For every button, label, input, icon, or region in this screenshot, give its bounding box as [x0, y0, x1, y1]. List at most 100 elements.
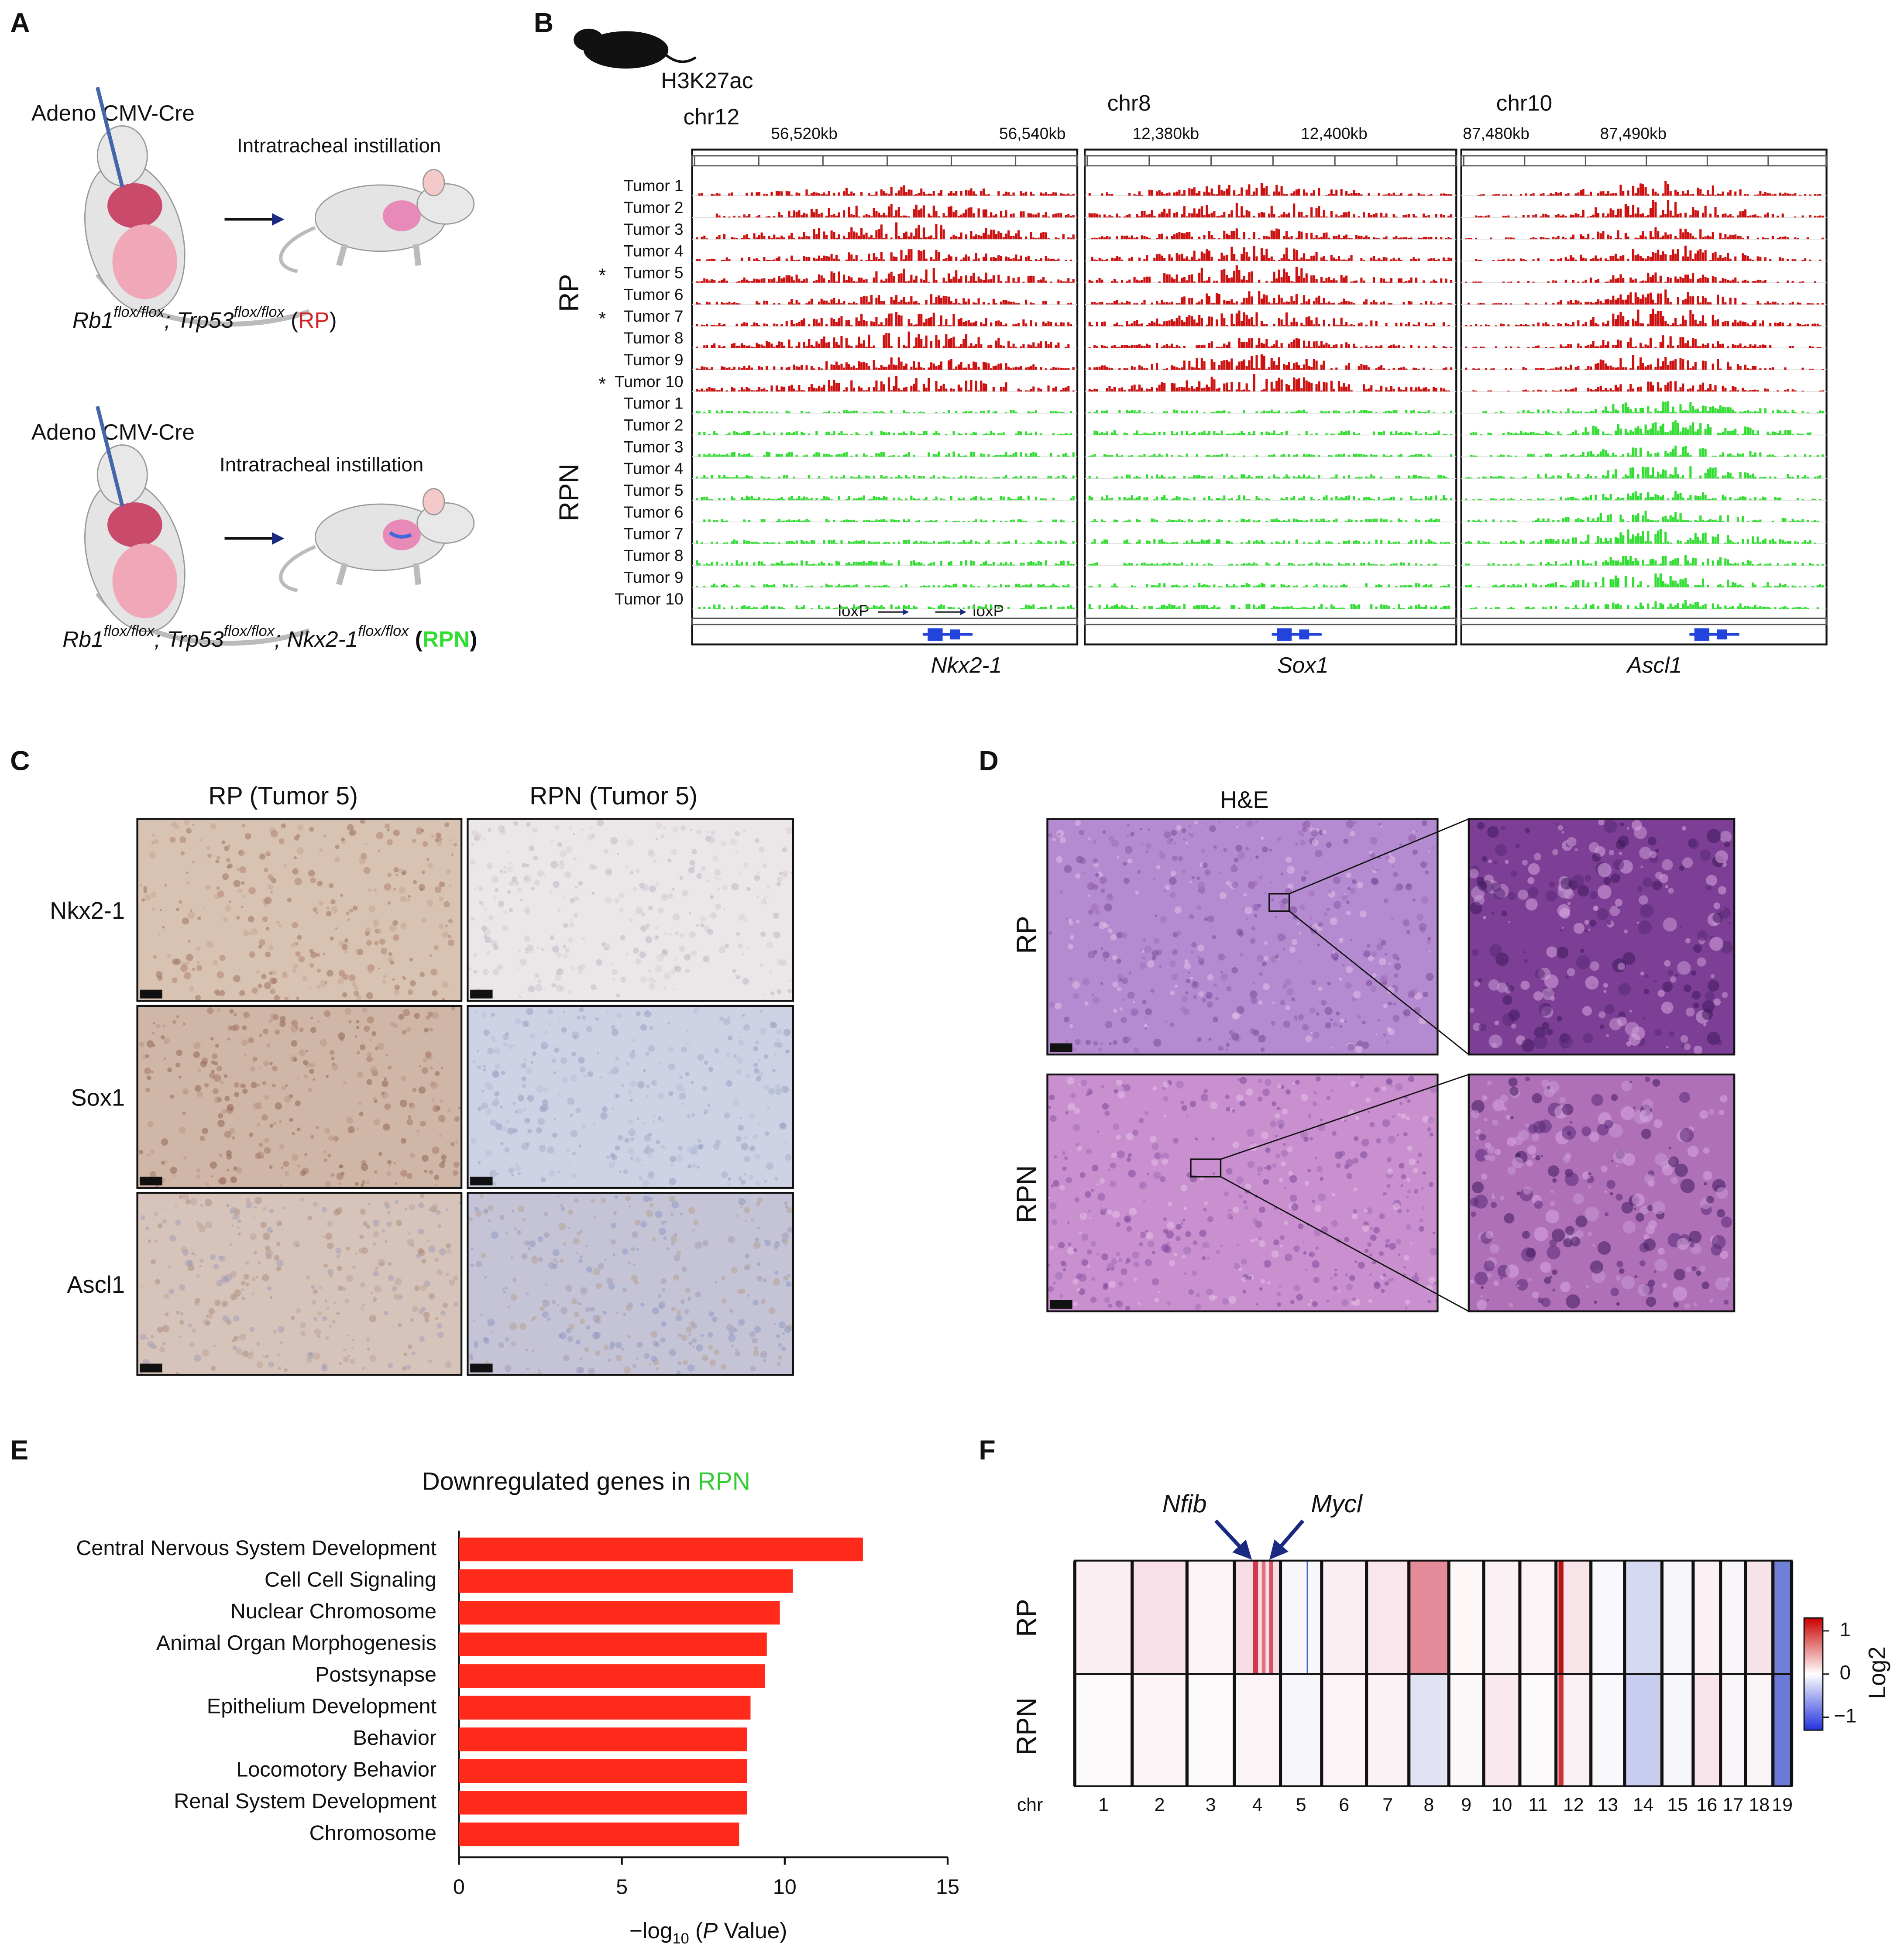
- locus-frame: [1084, 148, 1457, 645]
- cell: [556, 952, 562, 958]
- heatmap-cell: [1693, 1674, 1721, 1786]
- cell: [647, 1153, 653, 1158]
- cell: [203, 908, 205, 910]
- cell: [640, 1024, 647, 1031]
- cell: [1471, 1100, 1485, 1113]
- cell: [1563, 1155, 1570, 1163]
- cell: [1657, 1247, 1665, 1255]
- cell: [468, 1353, 473, 1358]
- cell: [1362, 1041, 1369, 1049]
- cell: [730, 838, 737, 845]
- cell: [199, 1265, 202, 1267]
- cell: [566, 846, 573, 853]
- cell: [279, 1020, 286, 1027]
- cell: [1661, 1001, 1674, 1014]
- zoom-box: [1268, 893, 1290, 912]
- row-label: Nkx2-1: [50, 898, 125, 924]
- cell: [1226, 1043, 1230, 1047]
- cell: [229, 1128, 235, 1134]
- cell: [756, 1202, 760, 1206]
- cell: [1371, 951, 1377, 958]
- cell: [361, 1307, 364, 1310]
- cell: [560, 986, 565, 991]
- cell: [735, 1214, 738, 1217]
- cell: [264, 1095, 269, 1100]
- cell: [643, 1148, 649, 1154]
- cell: [1637, 1284, 1650, 1297]
- cell: [374, 1099, 378, 1103]
- cell: [515, 1018, 522, 1025]
- cell: [1302, 1024, 1309, 1031]
- cell: [1668, 1156, 1679, 1167]
- cell: [388, 952, 392, 956]
- cell: [1199, 960, 1204, 966]
- cell: [493, 896, 497, 900]
- cell: [1415, 830, 1418, 832]
- cell: [691, 1081, 694, 1084]
- cell: [1096, 1130, 1100, 1133]
- cell: [393, 888, 396, 891]
- cell: [1056, 856, 1063, 863]
- cell: [619, 892, 625, 898]
- cell: [1100, 982, 1103, 985]
- cell: [640, 976, 647, 983]
- cell: [755, 1237, 760, 1242]
- cell: [739, 872, 742, 875]
- signal-track: [1088, 338, 1453, 348]
- cell: [316, 953, 320, 957]
- cell: [1189, 914, 1194, 920]
- cell: [742, 978, 749, 985]
- cell: [1625, 1022, 1639, 1036]
- cell: [1147, 1172, 1150, 1175]
- cell: [1174, 984, 1178, 988]
- y-tick-label: Animal Organ Morphogenesis: [156, 1631, 436, 1655]
- cell: [1324, 1007, 1333, 1015]
- gene-exon: [1277, 628, 1292, 641]
- cell: [1185, 1231, 1192, 1237]
- cell: [139, 883, 143, 887]
- cell: [1697, 957, 1706, 967]
- cell: [366, 940, 372, 946]
- cell: [369, 1354, 377, 1362]
- cell: [660, 894, 668, 901]
- cell: [766, 1162, 774, 1170]
- cell: [1195, 1304, 1201, 1310]
- cell: [1419, 1226, 1425, 1232]
- chrom-label: chr12: [684, 104, 740, 129]
- cell: [1392, 1115, 1395, 1118]
- cell: [743, 1024, 750, 1031]
- cell: [483, 1064, 486, 1068]
- cell: [347, 824, 354, 831]
- cell: [728, 1016, 730, 1019]
- cell: [1272, 1101, 1277, 1106]
- cell: [1369, 1253, 1373, 1257]
- cell: [311, 1300, 316, 1305]
- cell: [449, 839, 452, 841]
- cell: [1705, 991, 1715, 1001]
- cell: [409, 1153, 415, 1158]
- cell: [1250, 1239, 1254, 1243]
- surgery-mouse: [84, 86, 310, 327]
- cell: [1260, 1279, 1265, 1284]
- cell: [1119, 1007, 1123, 1011]
- micrograph: 25um: [467, 1005, 794, 1189]
- cell: [1279, 1107, 1282, 1110]
- cell: [333, 1136, 339, 1142]
- cell: [1545, 1209, 1560, 1224]
- cell: [753, 1134, 759, 1140]
- cell: [1680, 1178, 1695, 1193]
- cell: [574, 1311, 580, 1317]
- cell: [1163, 1096, 1169, 1102]
- cell: [1299, 904, 1305, 910]
- cell: [1369, 1122, 1375, 1128]
- cell: [268, 1018, 273, 1023]
- cell: [488, 915, 494, 920]
- cell: [629, 1099, 633, 1102]
- cell: [470, 1138, 477, 1144]
- cell: [1526, 1160, 1533, 1167]
- cell: [347, 1334, 350, 1337]
- cell: [650, 1147, 655, 1153]
- cell: [492, 1099, 499, 1107]
- cell: [393, 829, 400, 836]
